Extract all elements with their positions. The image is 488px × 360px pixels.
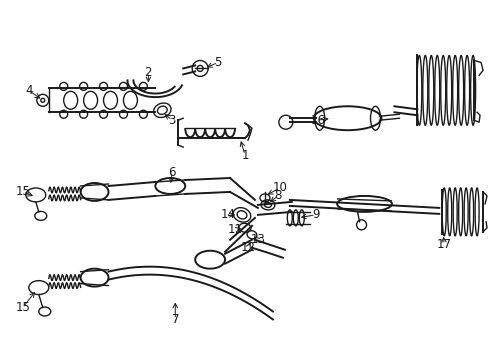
Text: 12: 12	[240, 241, 255, 254]
Text: 13: 13	[250, 233, 265, 246]
Text: 16: 16	[309, 114, 325, 127]
Text: 11: 11	[227, 223, 242, 236]
Text: 15: 15	[16, 301, 30, 314]
Text: 2: 2	[144, 66, 152, 79]
Text: 15: 15	[16, 185, 30, 198]
Text: 8: 8	[274, 189, 281, 202]
Text: 3: 3	[168, 114, 176, 127]
Text: 5: 5	[214, 56, 222, 69]
Text: 7: 7	[171, 313, 179, 326]
Text: 10: 10	[272, 181, 287, 194]
Text: 14: 14	[220, 208, 235, 221]
Text: 4: 4	[25, 84, 33, 97]
Text: 9: 9	[311, 208, 319, 221]
Text: 1: 1	[241, 149, 248, 162]
Text: 6: 6	[168, 166, 176, 179]
Text: 17: 17	[436, 238, 451, 251]
